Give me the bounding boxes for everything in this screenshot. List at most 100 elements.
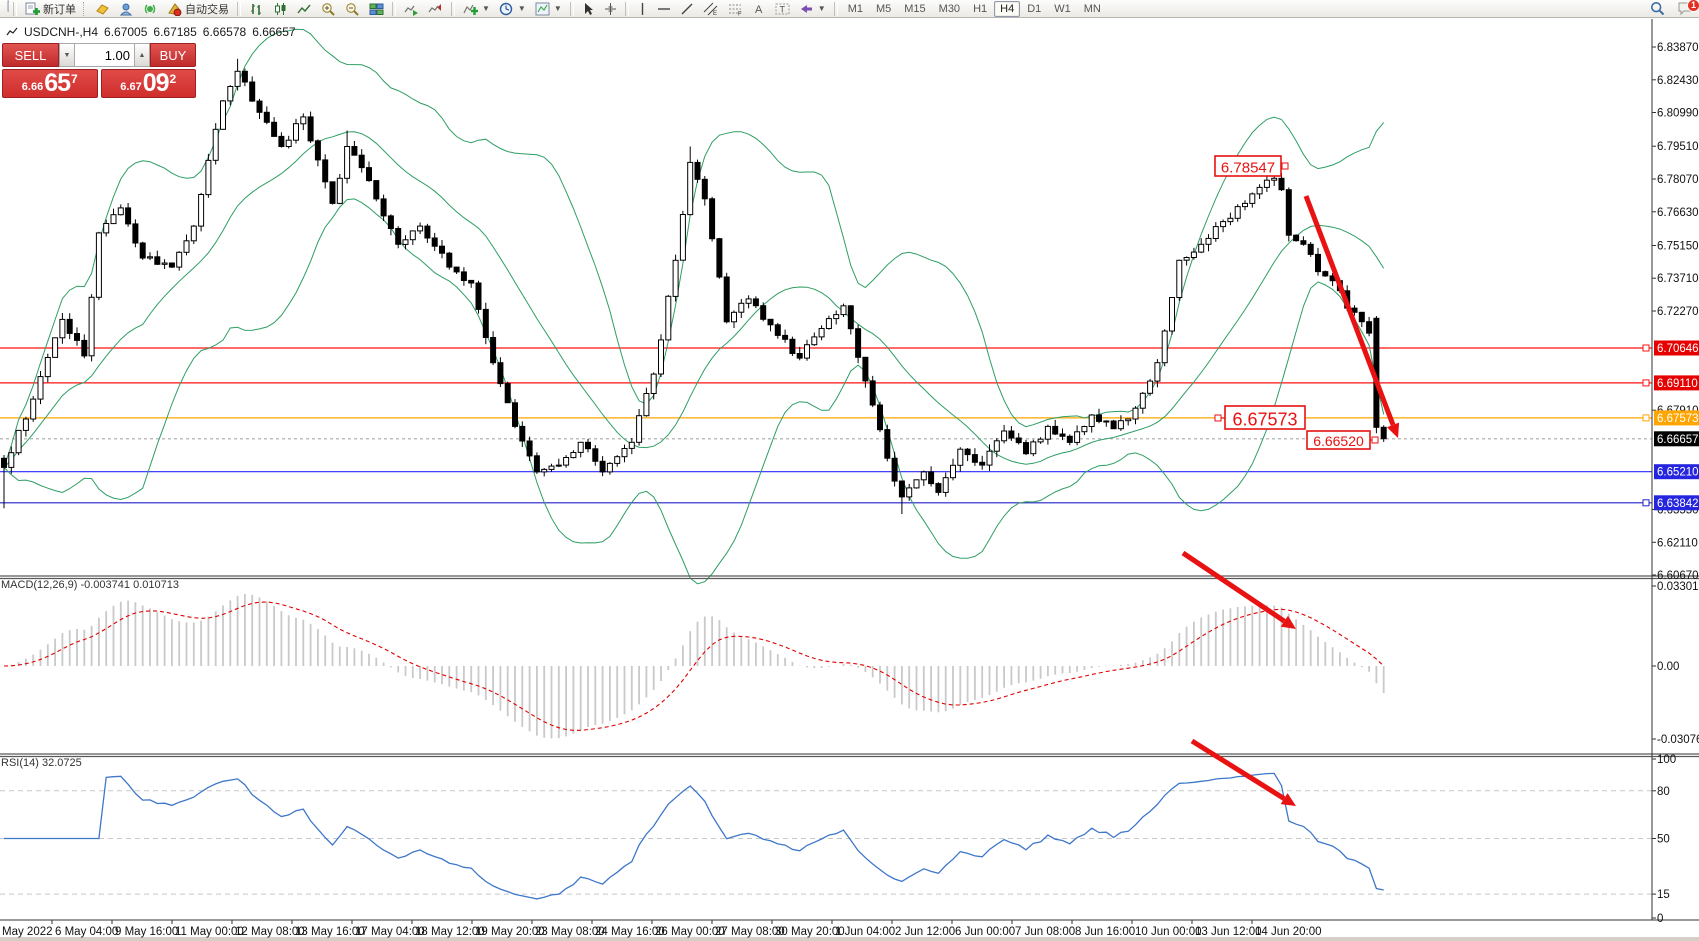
candle-body [336,177,343,204]
price-tag [1654,431,1699,447]
quote-open: 6.67005 [104,25,148,39]
buy-button[interactable]: BUY [150,43,196,67]
price-tick-label: 6.60670 [1657,570,1699,582]
bar-chart-mode-button[interactable] [245,0,268,18]
timeframe-h1-button[interactable]: H1 [973,2,988,15]
line-chart-mode-button[interactable] [293,0,316,18]
zoom-out-icon [346,2,359,16]
candle-body [964,448,971,456]
price-tag-label: 6.63842 [1657,498,1699,510]
candle-body [928,471,935,485]
zoom-in-button[interactable] [317,0,340,18]
candle-body [1249,193,1256,204]
text-tool-button[interactable]: A [749,0,770,18]
zoom-out-button[interactable] [341,0,364,18]
profiles-button[interactable] [115,0,138,18]
candle-body [59,318,66,339]
rsi-axis-label: 100 [1657,754,1676,766]
templates-button[interactable]: ▼ [531,0,566,18]
volume-decrease-button[interactable]: ▼ [59,43,75,67]
sell-button[interactable]: SELL [2,43,59,67]
cursor-icon [584,2,593,15]
candle-body [132,223,139,244]
candle-body [548,465,555,470]
crosshair-tool-button[interactable] [600,0,621,18]
candle-body [1285,189,1292,236]
horizontal-line-tool-button[interactable] [653,0,675,18]
market-watch-button[interactable] [91,0,114,18]
cursor-tool-button[interactable] [578,0,599,18]
candle-body [796,353,803,359]
candle-body [782,334,789,340]
candlestick-mode-button[interactable] [269,0,292,18]
candle-body [1198,243,1205,253]
channel-tool-button[interactable]: E [699,0,723,18]
new-order-button[interactable]: 新订单 [21,0,80,18]
rsi-line [4,772,1384,900]
chart-shift-button[interactable] [424,0,447,18]
candle-body [1380,426,1387,440]
candle-body [66,318,73,334]
candle-body [497,362,504,385]
candle-body [512,402,518,427]
timeframe-mn-button[interactable]: MN [1083,2,1101,15]
price-tick-label: 6.83870 [1657,42,1699,54]
autotrading-button[interactable]: 自动交易 [163,0,233,18]
buy-price-display[interactable]: 6.67 09 2 [100,69,196,98]
tile-windows-button[interactable] [365,0,388,18]
timeframe-d1-button[interactable]: D1 [1027,2,1042,15]
timeframe-m30-button[interactable]: M30 [938,2,961,15]
candle-body [570,452,577,459]
sell-price-display[interactable]: 6.66 65 7 [2,69,98,98]
candle-body [168,262,175,268]
macd-axis-label: 0.03301 [1657,581,1699,593]
candle-body [300,116,307,125]
price-axis[interactable] [1652,19,1699,920]
time-tick-label: 6 May 04:00 [55,926,118,938]
candle-body [278,135,285,147]
price-tick-label: 6.82430 [1657,75,1699,87]
chart-shift-icon [428,3,441,12]
shapes-tool-button[interactable]: ▼ [795,0,830,18]
volume-input[interactable] [75,43,134,67]
timeframe-m15-button[interactable]: M15 [904,2,926,15]
timeframe-h4-button[interactable]: H4 [994,0,1021,17]
trendline-icon [681,3,693,14]
candle-body [585,441,591,450]
candle-body [869,380,876,406]
timeframe-w1-button[interactable]: W1 [1054,2,1071,15]
text-label-tool-button[interactable]: T [771,0,794,18]
time-axis[interactable] [0,920,1652,938]
chevron-down-icon: ▼ [482,4,490,13]
candle-body [468,279,475,284]
price-label-box[interactable] [1306,430,1371,450]
candle-body [44,357,51,378]
price-label-box[interactable] [1214,155,1282,177]
price-tick-label: 6.72270 [1657,306,1699,318]
toolbar-separator [237,1,241,16]
periods-button[interactable]: ▼ [495,0,530,18]
candle-body [950,464,956,479]
timeframe-m5-button[interactable]: M5 [875,2,892,15]
indicators-button[interactable]: ▼ [459,0,494,18]
vertical-line-tool-button[interactable] [633,0,652,18]
candle-body [1169,297,1175,332]
search-button[interactable] [1646,0,1669,18]
one-click-trading-panel: SELL ▼ ▲ BUY 6.66 65 7 6.67 09 2 [2,43,196,98]
volume-increase-button[interactable]: ▲ [134,43,150,67]
fibonacci-tool-button[interactable]: F [724,0,748,18]
chevron-down-icon: ▼ [553,4,562,13]
auto-scroll-button[interactable] [400,0,423,18]
candle-body [139,242,146,259]
timeframe-m1-button[interactable]: M1 [847,2,863,15]
buy-price-pips: 09 [142,69,170,97]
signals-button[interactable] [139,0,162,18]
candle-body [636,415,643,443]
price-label-box[interactable] [1224,405,1306,430]
trendline-tool-button[interactable] [676,0,698,18]
candle-body [30,398,37,420]
price-label-anchor [1281,162,1289,170]
time-tick-label: 9 May 16:00 [115,926,178,938]
notifications-button[interactable]: 1 [1673,0,1699,18]
